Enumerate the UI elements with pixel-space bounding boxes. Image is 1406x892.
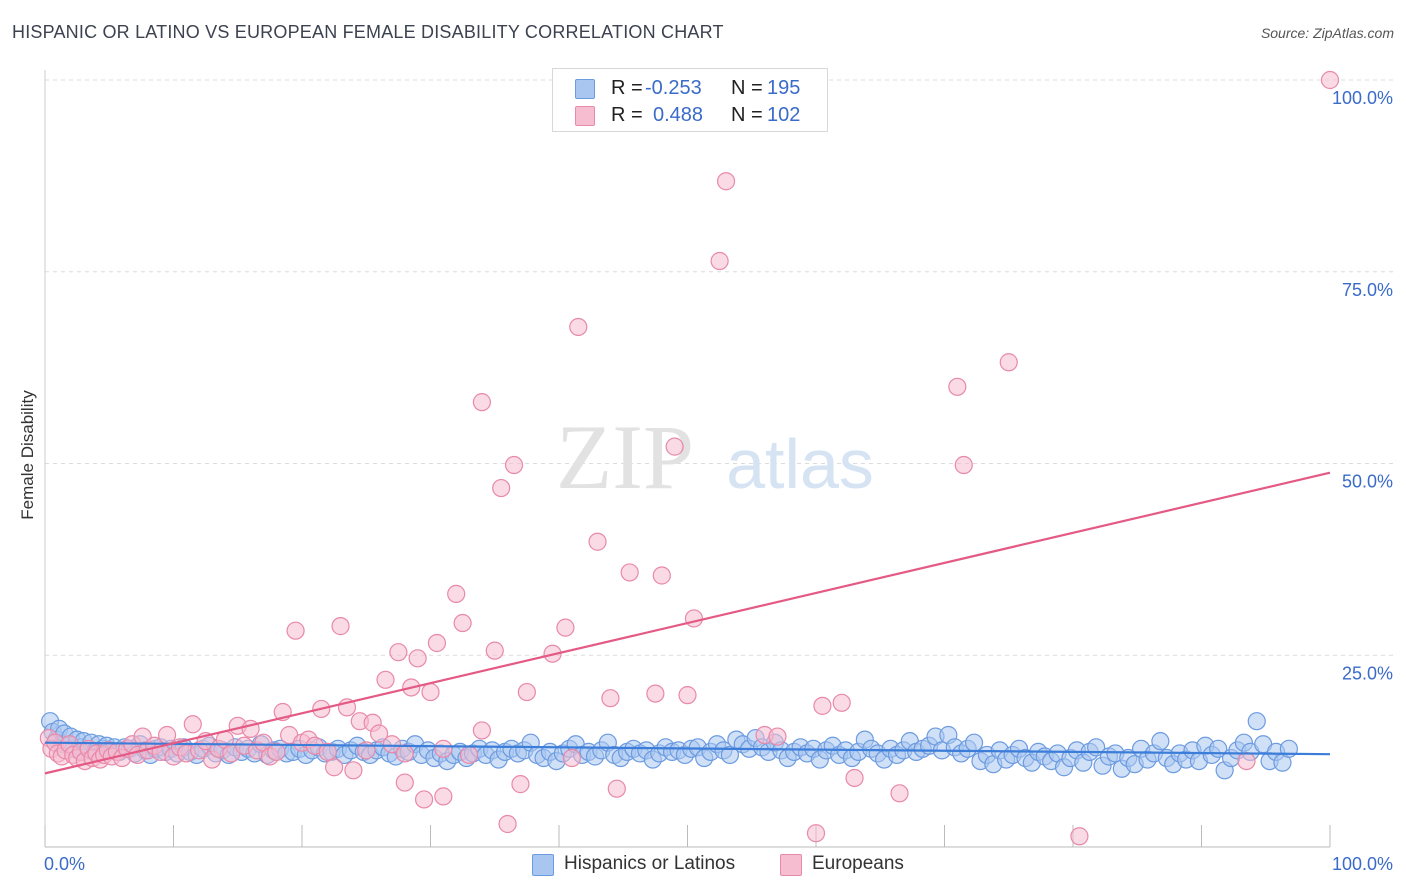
- point-europeans: [183, 715, 202, 734]
- legend-label-hispanics: Hispanics or Latinos: [564, 853, 736, 874]
- point-europeans: [427, 633, 447, 653]
- legend-swatch-europeans: [780, 854, 802, 876]
- point-europeans: [716, 172, 736, 191]
- point-europeans: [620, 563, 639, 582]
- grid-lines: [45, 79, 1395, 656]
- point-europeans: [434, 787, 453, 806]
- point-europeans: [408, 649, 427, 668]
- watermark: ZIP atlas: [556, 406, 874, 508]
- trend-line-europeans: [44, 471, 1331, 775]
- point-hispanics: [720, 745, 740, 765]
- point-europeans: [395, 773, 414, 792]
- point-europeans: [498, 814, 517, 834]
- stats-r-label: R =: [611, 77, 643, 99]
- legend-label-europeans: Europeans: [812, 853, 904, 874]
- point-hispanics: [964, 733, 984, 752]
- point-europeans: [652, 566, 671, 585]
- trend-line-hispanics: [44, 741, 1331, 756]
- point-europeans: [434, 739, 453, 758]
- point-europeans: [1237, 751, 1256, 771]
- stats-r-label: R =: [611, 104, 643, 126]
- point-europeans: [485, 641, 504, 660]
- point-europeans: [157, 725, 177, 745]
- point-europeans: [472, 393, 491, 412]
- point-europeans: [569, 317, 588, 337]
- point-europeans: [562, 748, 581, 768]
- point-europeans: [414, 790, 434, 809]
- point-europeans: [890, 784, 909, 803]
- point-europeans: [504, 455, 524, 475]
- point-europeans: [607, 779, 626, 798]
- y-tick-label: 100.0%: [1332, 88, 1393, 108]
- point-europeans: [382, 735, 402, 754]
- y-tick-label: 75.0%: [1342, 280, 1393, 300]
- point-europeans: [344, 761, 363, 780]
- point-hispanics: [1151, 732, 1170, 751]
- point-europeans: [421, 682, 440, 702]
- point-europeans: [806, 824, 826, 843]
- stats-n-value: 102: [767, 104, 801, 126]
- point-europeans: [601, 689, 620, 708]
- point-europeans: [325, 758, 344, 777]
- point-europeans: [453, 613, 472, 633]
- stats-r-value: -0.253: [645, 77, 702, 99]
- stats-r-value: 0.488: [653, 104, 704, 126]
- point-europeans: [389, 643, 408, 662]
- x-tick-label: 100.0%: [1332, 854, 1393, 874]
- point-europeans: [1070, 827, 1089, 846]
- point-europeans: [710, 251, 729, 271]
- point-europeans: [1320, 70, 1340, 90]
- point-europeans: [357, 741, 376, 760]
- point-europeans: [511, 775, 530, 794]
- point-europeans: [370, 724, 389, 743]
- y-tick-label: 50.0%: [1342, 472, 1393, 492]
- point-europeans: [318, 742, 337, 761]
- point-europeans: [684, 609, 704, 628]
- trend-lines: [44, 471, 1331, 775]
- point-europeans: [447, 584, 466, 603]
- watermark-zip: ZIP: [556, 406, 694, 508]
- point-europeans: [948, 377, 967, 396]
- y-tick-label: 25.0%: [1342, 663, 1393, 683]
- point-europeans: [267, 742, 286, 761]
- stats-swatch-europeans: [575, 106, 595, 126]
- point-europeans: [395, 744, 414, 763]
- tick-labels: 25.0% 50.0% 75.0% 100.0% 0.0% 100.0%: [44, 88, 1393, 874]
- watermark-atlas: atlas: [726, 425, 874, 503]
- point-europeans: [286, 621, 305, 640]
- point-europeans: [678, 686, 697, 705]
- point-europeans: [556, 618, 575, 637]
- point-europeans: [517, 682, 536, 702]
- series-europeans: [39, 70, 1340, 846]
- point-europeans: [376, 670, 395, 689]
- legend-swatch-hispanics: [532, 854, 554, 876]
- point-europeans: [954, 455, 973, 475]
- stats-n-label: N =: [731, 77, 763, 99]
- point-europeans: [665, 437, 684, 456]
- stats-n-label: N =: [731, 104, 763, 126]
- point-europeans: [646, 684, 665, 703]
- x-tick-label: 0.0%: [44, 854, 85, 874]
- stats-n-value: 195: [767, 77, 801, 99]
- y-axis-title: Female Disability: [18, 390, 37, 520]
- stats-swatch-hispanics: [575, 79, 595, 99]
- chart-source: Source: ZipAtlas.com: [1260, 25, 1394, 41]
- point-europeans: [459, 745, 479, 765]
- point-europeans: [472, 721, 491, 740]
- point-hispanics: [1247, 712, 1266, 731]
- point-europeans: [492, 478, 511, 498]
- chart-title: HISPANIC OR LATINO VS EUROPEAN FEMALE DI…: [12, 22, 724, 42]
- point-europeans: [331, 617, 350, 636]
- point-europeans: [832, 693, 851, 712]
- point-europeans: [768, 727, 787, 746]
- point-europeans: [845, 768, 864, 788]
- point-europeans: [588, 532, 607, 551]
- correlation-stats-box: R = -0.253 N = 195 R = 0.488 N = 102: [552, 68, 828, 132]
- point-europeans: [999, 353, 1018, 372]
- point-europeans: [813, 696, 832, 715]
